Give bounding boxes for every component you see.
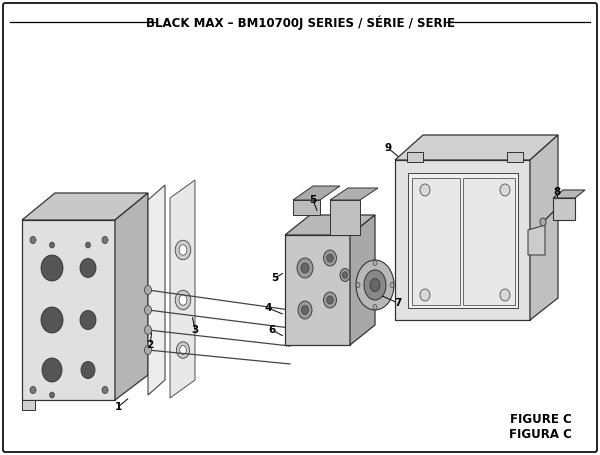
Ellipse shape	[373, 304, 377, 309]
Polygon shape	[22, 220, 115, 400]
Ellipse shape	[500, 184, 510, 196]
Ellipse shape	[323, 292, 337, 308]
Polygon shape	[330, 188, 378, 200]
Polygon shape	[350, 215, 375, 345]
Ellipse shape	[301, 263, 309, 273]
Ellipse shape	[145, 285, 151, 294]
Polygon shape	[285, 215, 375, 235]
Ellipse shape	[176, 342, 190, 358]
Text: 3: 3	[191, 325, 199, 335]
Ellipse shape	[179, 295, 187, 305]
Ellipse shape	[343, 272, 347, 278]
Ellipse shape	[175, 240, 191, 260]
Polygon shape	[553, 190, 585, 198]
Ellipse shape	[102, 386, 108, 394]
Ellipse shape	[179, 245, 187, 255]
Polygon shape	[528, 225, 545, 255]
Ellipse shape	[540, 218, 546, 226]
Ellipse shape	[327, 254, 333, 262]
Ellipse shape	[390, 283, 394, 288]
Text: BLACK MAX – BM10700J SERIES / SÉRIE / SERIE: BLACK MAX – BM10700J SERIES / SÉRIE / SE…	[146, 15, 455, 30]
Ellipse shape	[420, 184, 430, 196]
Ellipse shape	[30, 237, 36, 243]
Ellipse shape	[302, 305, 308, 314]
Ellipse shape	[49, 392, 55, 398]
Text: 5: 5	[271, 273, 278, 283]
Polygon shape	[285, 235, 350, 345]
Ellipse shape	[370, 278, 380, 292]
Ellipse shape	[175, 290, 191, 310]
Ellipse shape	[356, 260, 394, 310]
Text: 5: 5	[310, 195, 317, 205]
Polygon shape	[395, 135, 558, 160]
Ellipse shape	[373, 261, 377, 266]
Polygon shape	[170, 180, 195, 398]
Text: 7: 7	[394, 298, 401, 308]
Ellipse shape	[323, 250, 337, 266]
Ellipse shape	[80, 258, 96, 278]
Ellipse shape	[500, 289, 510, 301]
Ellipse shape	[298, 301, 312, 319]
Polygon shape	[530, 135, 558, 320]
Polygon shape	[330, 200, 360, 235]
Ellipse shape	[356, 283, 360, 288]
Polygon shape	[507, 152, 523, 162]
Text: 9: 9	[385, 143, 392, 153]
Polygon shape	[22, 193, 148, 220]
Ellipse shape	[145, 325, 151, 334]
Polygon shape	[148, 185, 165, 395]
Ellipse shape	[86, 242, 91, 248]
Polygon shape	[293, 200, 320, 215]
Polygon shape	[115, 193, 148, 400]
Polygon shape	[395, 160, 530, 320]
Text: FIGURA C: FIGURA C	[509, 428, 572, 441]
Ellipse shape	[180, 346, 187, 354]
Text: FIGURE C: FIGURE C	[510, 413, 572, 426]
Ellipse shape	[340, 268, 350, 282]
Ellipse shape	[145, 305, 151, 314]
Ellipse shape	[327, 296, 333, 304]
Ellipse shape	[80, 310, 96, 329]
Ellipse shape	[297, 258, 313, 278]
Text: 1: 1	[115, 402, 122, 412]
Text: 8: 8	[553, 187, 560, 197]
Ellipse shape	[42, 358, 62, 382]
Ellipse shape	[41, 307, 63, 333]
Ellipse shape	[30, 386, 36, 394]
Text: 2: 2	[146, 340, 154, 350]
Text: 4: 4	[265, 303, 272, 313]
FancyBboxPatch shape	[3, 3, 597, 452]
Ellipse shape	[49, 242, 55, 248]
Ellipse shape	[102, 237, 108, 243]
Ellipse shape	[81, 362, 95, 379]
Polygon shape	[293, 186, 340, 200]
Polygon shape	[22, 400, 35, 410]
Polygon shape	[408, 173, 518, 308]
Polygon shape	[407, 152, 423, 162]
Ellipse shape	[41, 255, 63, 281]
Polygon shape	[553, 198, 575, 220]
Ellipse shape	[420, 289, 430, 301]
Polygon shape	[412, 178, 460, 305]
Polygon shape	[463, 178, 515, 305]
Ellipse shape	[364, 270, 386, 300]
Text: 6: 6	[268, 325, 275, 335]
Ellipse shape	[145, 345, 151, 354]
